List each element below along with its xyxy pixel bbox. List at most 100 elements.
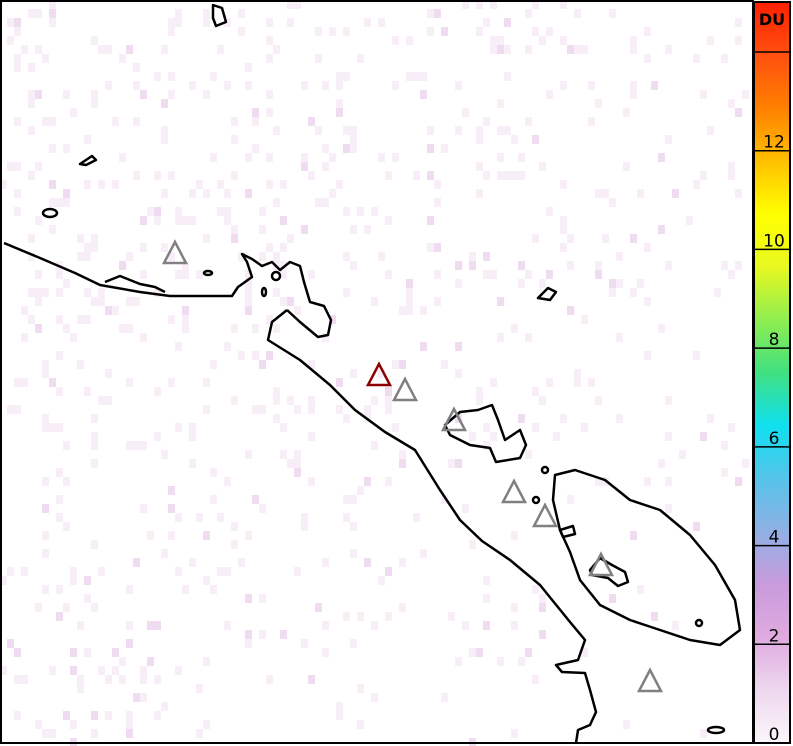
so2-pixel [497, 333, 504, 342]
so2-pixel [91, 711, 98, 720]
so2-pixel [371, 441, 378, 450]
so2-pixel [399, 360, 406, 369]
so2-pixel [280, 180, 287, 189]
so2-pixel [70, 648, 77, 657]
so2-pixel [644, 297, 651, 306]
so2-pixel [245, 450, 252, 459]
so2-pixel [266, 153, 273, 162]
so2-pixel [504, 45, 511, 54]
so2-pixel [609, 288, 616, 297]
so2-pixel [707, 126, 714, 135]
so2-pixel [280, 216, 287, 225]
so2-pixel [700, 171, 707, 180]
so2-pixel [735, 36, 742, 45]
so2-pixel [273, 324, 280, 333]
so2-pixel [7, 18, 14, 27]
so2-pixel [14, 378, 21, 387]
so2-pixel [665, 477, 672, 486]
so2-pixel [168, 531, 175, 540]
so2-pixel [441, 693, 448, 702]
so2-pixel [203, 378, 210, 387]
so2-pixel [301, 225, 308, 234]
so2-pixel [105, 675, 112, 684]
so2-pixel [259, 252, 266, 261]
so2-pixel [56, 387, 63, 396]
so2-pixel [77, 252, 84, 261]
so2-pixel [308, 396, 315, 405]
so2-pixel [56, 585, 63, 594]
so2-pixel [252, 144, 259, 153]
so2-pixel [133, 693, 140, 702]
so2-pixel [91, 459, 98, 468]
so2-pixel [112, 306, 119, 315]
so2-pixel [35, 603, 42, 612]
so2-pixel [203, 90, 210, 99]
so2-pixel [427, 216, 434, 225]
so2-pixel [98, 180, 105, 189]
so2-pixel [154, 216, 161, 225]
so2-pixel [637, 279, 644, 288]
so2-pixel [378, 369, 385, 378]
so2-pixel [112, 666, 119, 675]
islet [270, 270, 282, 282]
so2-pixel [231, 522, 238, 531]
so2-pixel [567, 306, 574, 315]
so2-pixel [525, 45, 532, 54]
so2-pixel [126, 441, 133, 450]
so2-pixel [49, 18, 56, 27]
so2-pixel [21, 567, 28, 576]
so2-pixel [581, 45, 588, 54]
so2-pixel [406, 72, 413, 81]
so2-pixel [287, 396, 294, 405]
so2-pixel [63, 441, 70, 450]
so2-pixel [273, 396, 280, 405]
colorbar-unit: DU [759, 10, 785, 29]
so2-pixel [245, 630, 252, 639]
so2-pixel [126, 729, 133, 738]
so2-pixel [490, 432, 497, 441]
so2-pixel [350, 369, 357, 378]
so2-pixel [511, 621, 518, 630]
so2-pixel [42, 423, 49, 432]
so2-pixel [126, 621, 133, 630]
so2-pixel [658, 153, 665, 162]
so2-pixel [273, 387, 280, 396]
so2-pixel [0, 666, 7, 675]
so2-pixel [567, 45, 574, 54]
so2-pixel [644, 54, 651, 63]
so2-pixel [721, 441, 728, 450]
so2-pixel [224, 189, 231, 198]
so2-pixel [693, 54, 700, 63]
so2-pixel [42, 54, 49, 63]
so2-pixel [252, 495, 259, 504]
so2-pixel [154, 711, 161, 720]
so2-pixel [532, 135, 539, 144]
so2-pixel [504, 18, 511, 27]
so2-pixel [483, 252, 490, 261]
so2-pixel [469, 261, 476, 270]
so2-pixel [525, 9, 532, 18]
so2-pixel [462, 0, 469, 9]
so2-pixel [469, 432, 476, 441]
so2-pixel [266, 243, 273, 252]
so2-pixel [392, 423, 399, 432]
so2-pixel [273, 126, 280, 135]
so2-pixel [546, 90, 553, 99]
so2-pixel [728, 171, 735, 180]
so2-pixel [105, 369, 112, 378]
so2-pixel [217, 180, 224, 189]
so2-pixel [665, 396, 672, 405]
so2-pixel [126, 324, 133, 333]
so2-pixel [588, 378, 595, 387]
so2-pixel [140, 216, 147, 225]
so2-pixel [511, 324, 518, 333]
so2-pixel [98, 45, 105, 54]
so2-pixel [14, 648, 21, 657]
so2-pixel [147, 621, 154, 630]
so2-pixel [56, 612, 63, 621]
so2-pixel [280, 270, 287, 279]
islet [531, 495, 541, 505]
so2-pixel [154, 72, 161, 81]
so2-pixel [735, 477, 742, 486]
so2-pixel [49, 423, 56, 432]
